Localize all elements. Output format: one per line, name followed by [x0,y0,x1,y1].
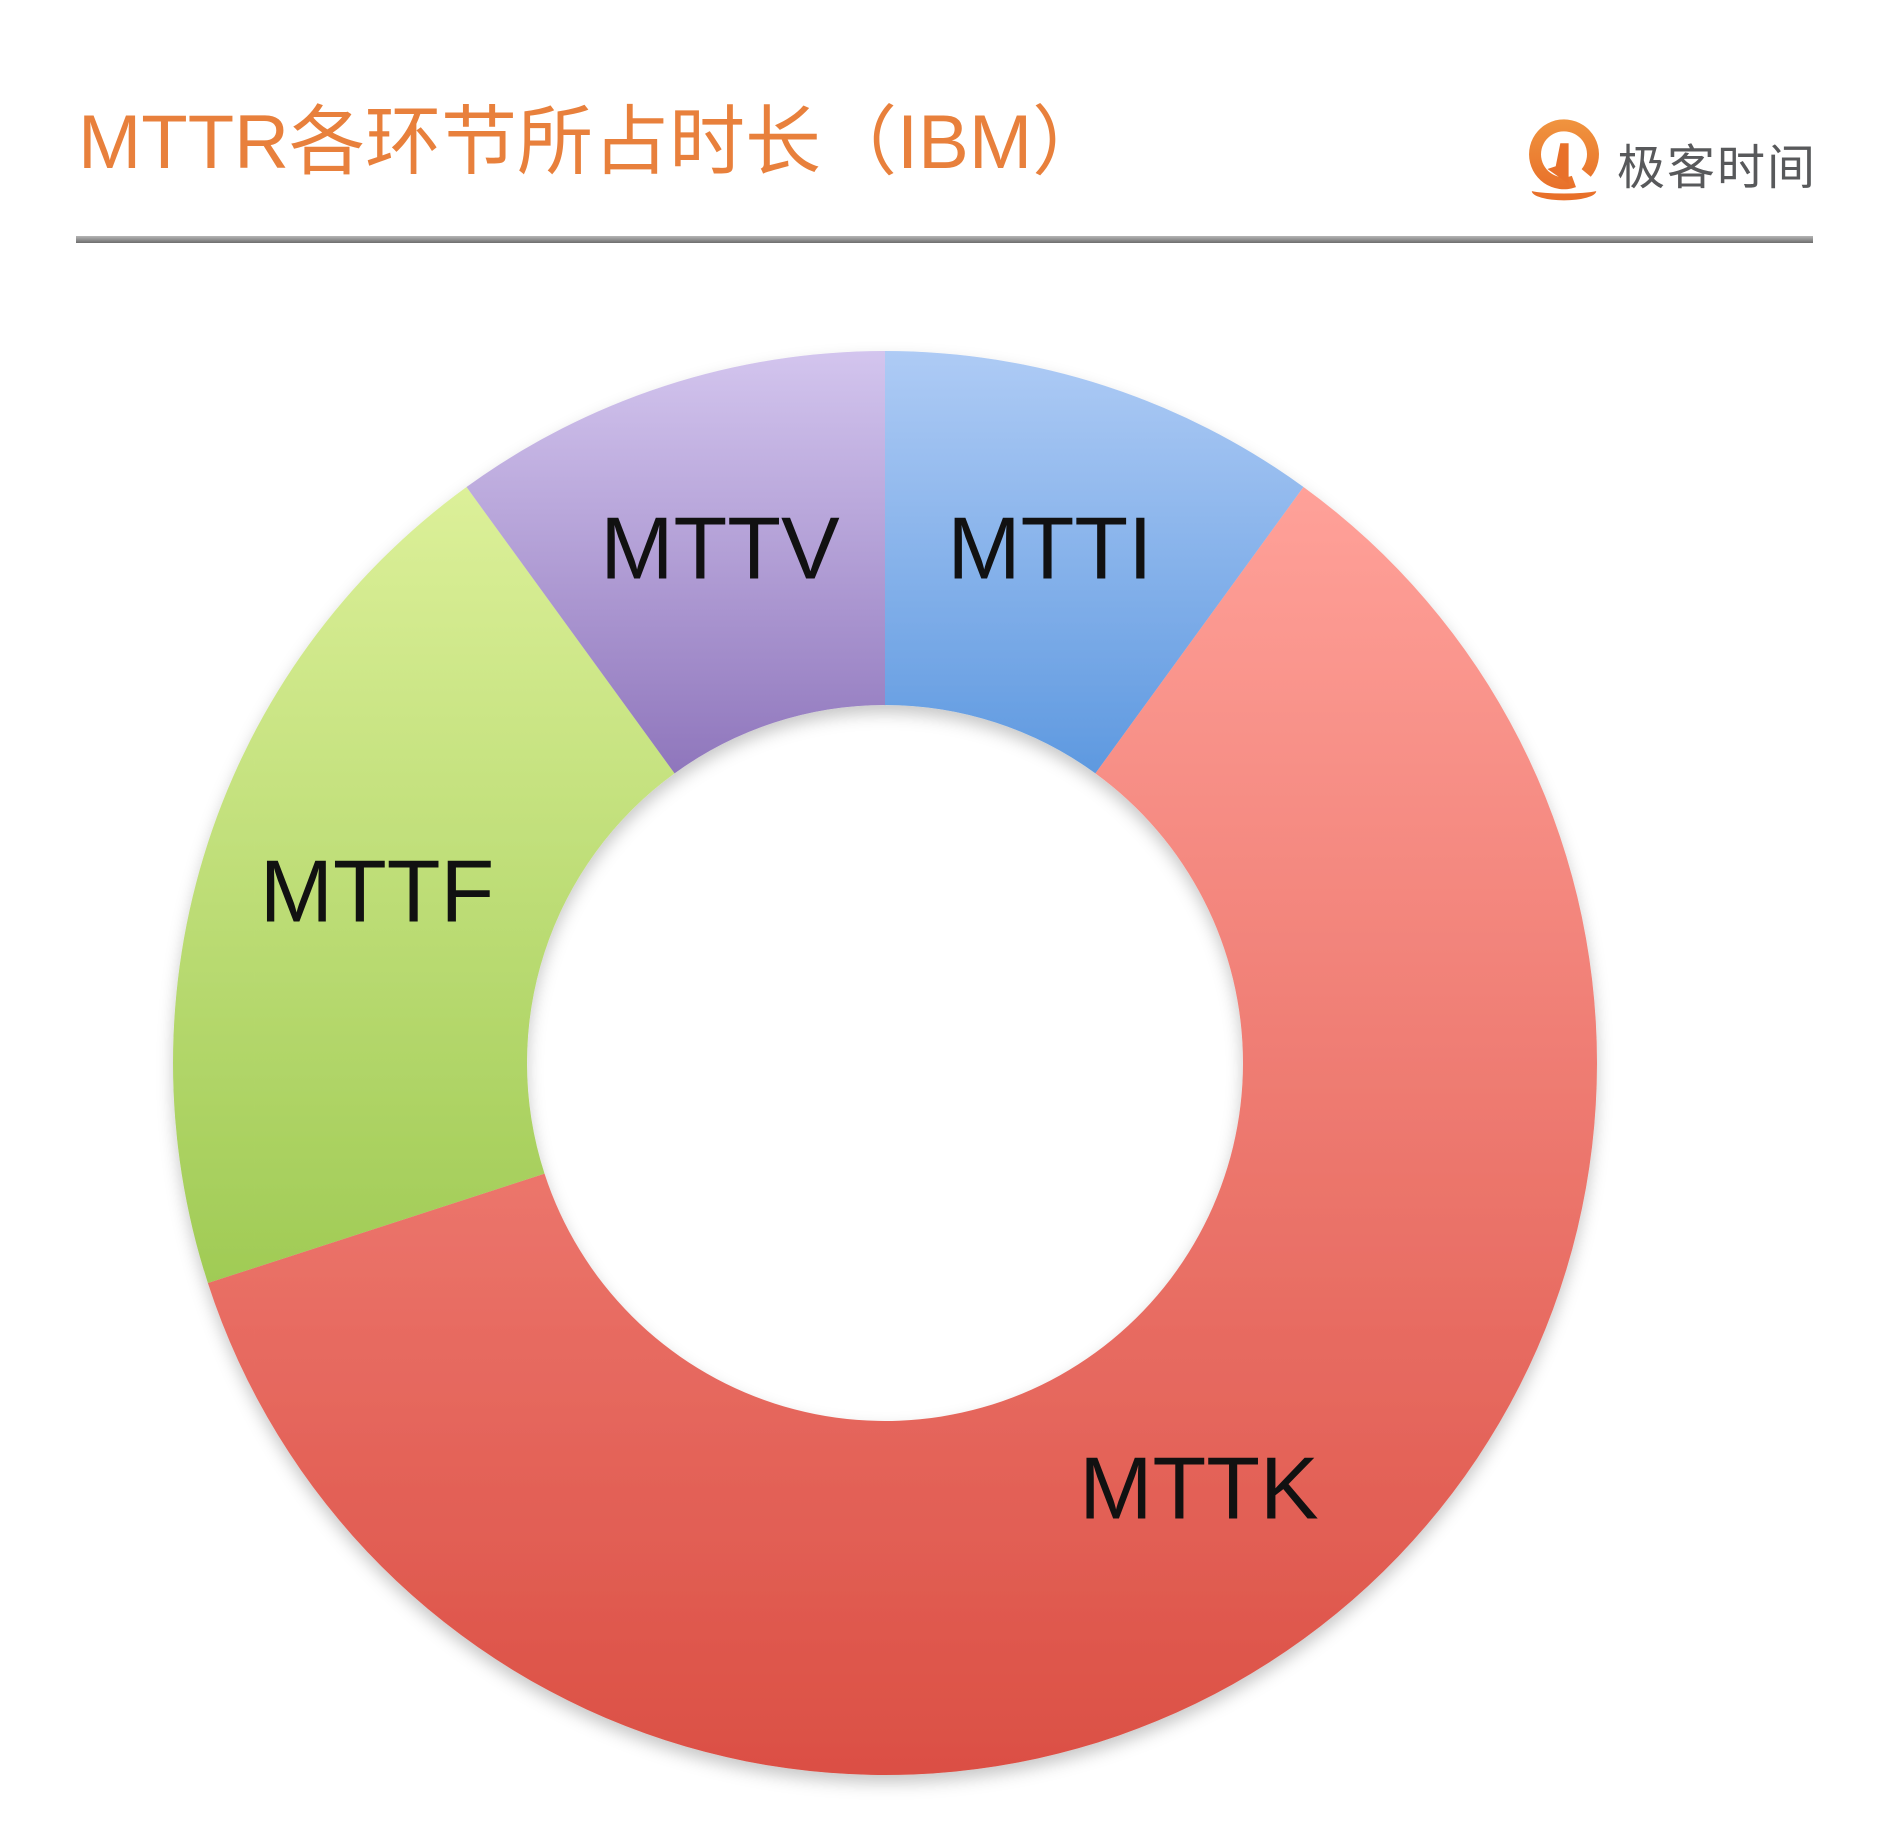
svg-text:MTTI: MTTI [947,498,1152,597]
svg-text:MTTF: MTTF [260,841,495,940]
svg-text:MTTV: MTTV [600,498,840,597]
svg-text:MTTK: MTTK [1079,1438,1319,1537]
